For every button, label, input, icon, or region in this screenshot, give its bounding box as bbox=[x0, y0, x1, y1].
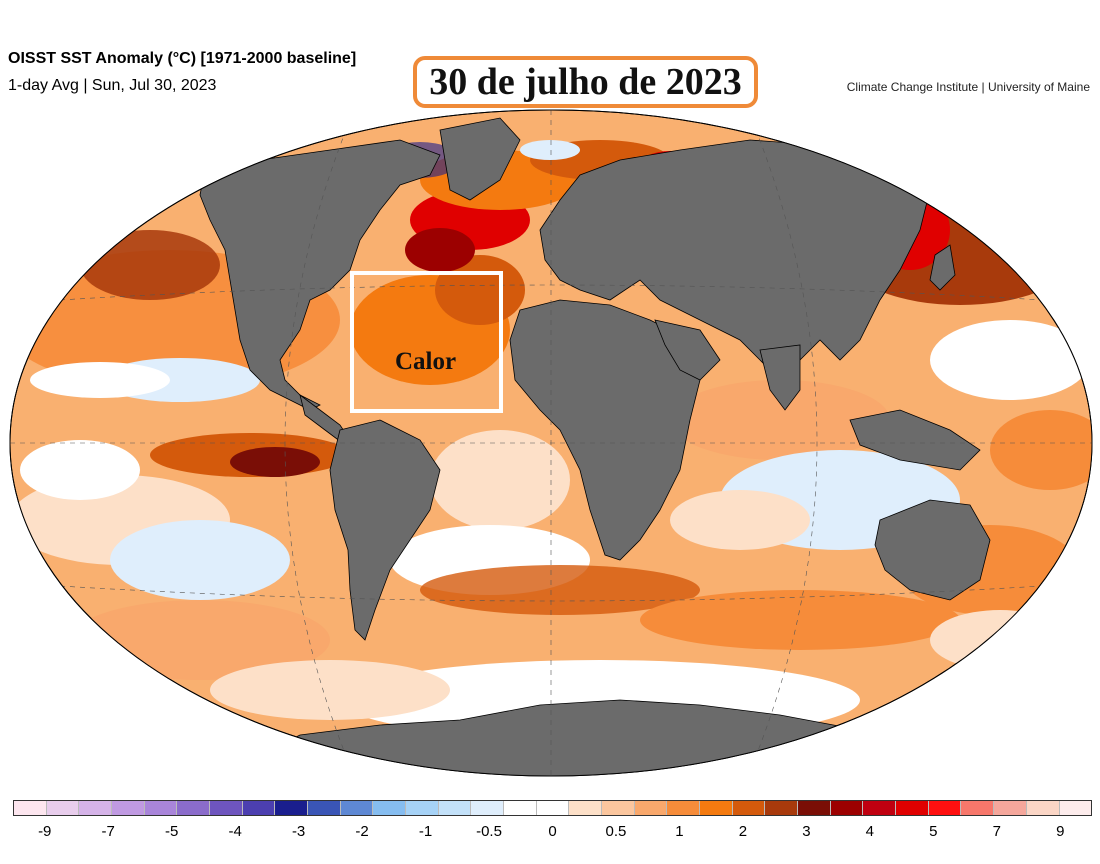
colorbar-tick-label: 9 bbox=[1056, 823, 1065, 840]
colorbar-tick-label: 0.5 bbox=[605, 823, 627, 840]
colorbar-swatch bbox=[504, 801, 537, 815]
sst-anomaly-map: Calor bbox=[9, 109, 1093, 777]
colorbar-swatch bbox=[1059, 801, 1092, 815]
colorbar-swatch bbox=[210, 801, 243, 815]
colorbar-tick-label: -1 bbox=[418, 823, 433, 840]
japan bbox=[929, 244, 956, 291]
graticule bbox=[10, 110, 1092, 776]
colorbar-tick-label: -3 bbox=[291, 823, 306, 840]
colorbar-swatch bbox=[308, 801, 341, 815]
colorbar-swatch bbox=[242, 801, 276, 815]
greenland bbox=[439, 117, 521, 201]
date-banner: 30 de julho de 2023 bbox=[413, 56, 758, 108]
colorbar-swatch bbox=[863, 801, 897, 815]
colorbar-swatch bbox=[994, 801, 1027, 815]
colorbar-tick-label: 0 bbox=[548, 823, 557, 840]
colorbar-tick-label: 2 bbox=[738, 823, 748, 840]
colorbar-swatch bbox=[340, 801, 374, 815]
australia bbox=[874, 499, 991, 601]
credit-label: Climate Change Institute | University of… bbox=[846, 80, 1090, 94]
colorbar-swatch bbox=[144, 801, 178, 815]
map-title: OISST SST Anomaly (°C) [1971-2000 baseli… bbox=[8, 50, 357, 67]
colorbar-tick-label: -2 bbox=[355, 823, 369, 840]
arabia bbox=[654, 319, 721, 381]
calor-label: Calor bbox=[395, 348, 456, 375]
colorbar-swatch bbox=[373, 801, 407, 815]
colorbar-swatch bbox=[569, 801, 603, 815]
colorbar-swatch bbox=[602, 801, 635, 815]
colorbar-tick-label: 3 bbox=[802, 823, 811, 840]
colorbar-swatch bbox=[765, 801, 799, 815]
colorbar bbox=[13, 800, 1092, 816]
colorbar-tick-label: 7 bbox=[992, 823, 1001, 840]
colorbar-swatch bbox=[732, 801, 766, 815]
colorbar-swatch bbox=[406, 801, 439, 815]
colorbar-swatch bbox=[1026, 801, 1060, 815]
colorbar-swatch bbox=[536, 801, 570, 815]
colorbar-swatch bbox=[112, 801, 145, 815]
india bbox=[759, 344, 801, 411]
maritime-continent bbox=[849, 409, 981, 471]
calor-box bbox=[350, 271, 503, 413]
north-america bbox=[199, 139, 441, 411]
colorbar-tick-label: -9 bbox=[38, 823, 52, 840]
colorbar-swatch bbox=[634, 801, 668, 815]
colorbar-swatch bbox=[46, 801, 80, 815]
colorbar-swatch bbox=[700, 801, 733, 815]
colorbar-swatch bbox=[14, 801, 47, 815]
colorbar-tick-label: 5 bbox=[929, 823, 938, 840]
colorbar-ticks: -9 -7 -5 -4 -3 -2 -1 -0.5 0 0.5 1 2 3 4 5 7 9 bbox=[13, 823, 1092, 843]
colorbar-swatch bbox=[438, 801, 472, 815]
colorbar-tick-label: -0.5 bbox=[476, 823, 502, 840]
colorbar-swatch bbox=[79, 801, 113, 815]
colorbar-tick-label: -7 bbox=[101, 823, 115, 840]
eurasia bbox=[539, 139, 931, 381]
south-america bbox=[329, 419, 441, 641]
colorbar-swatch bbox=[961, 801, 995, 815]
colorbar-swatch bbox=[667, 801, 701, 815]
colorbar-tick-label: -4 bbox=[228, 823, 242, 840]
colorbar-tick-label: 1 bbox=[675, 823, 684, 840]
colorbar-swatch bbox=[896, 801, 929, 815]
colorbar-tick-label: -5 bbox=[165, 823, 179, 840]
africa bbox=[509, 299, 701, 561]
colorbar-tick-label: 4 bbox=[865, 823, 875, 840]
colorbar-swatch bbox=[830, 801, 864, 815]
colorbar-swatch bbox=[275, 801, 309, 815]
colorbar-swatch bbox=[471, 801, 505, 815]
colorbar-swatch bbox=[177, 801, 211, 815]
map-subtitle: 1-day Avg | Sun, Jul 30, 2023 bbox=[8, 77, 217, 94]
colorbar-swatch bbox=[928, 801, 962, 815]
colorbar-swatch bbox=[798, 801, 831, 815]
